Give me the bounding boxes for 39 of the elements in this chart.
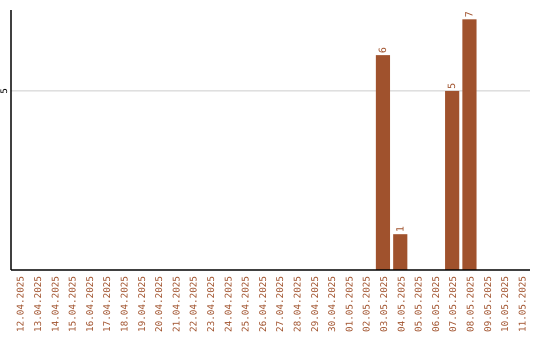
x-tick-label: 07.05.2025 bbox=[448, 276, 460, 332]
x-tick-label: 06.05.2025 bbox=[430, 276, 442, 332]
x-tick-label: 20.04.2025 bbox=[154, 276, 166, 332]
bar bbox=[376, 55, 390, 270]
x-tick-label: 08.05.2025 bbox=[465, 276, 476, 332]
x-tick-label: 25.04.2025 bbox=[240, 276, 252, 332]
x-tick-label: 15.04.2025 bbox=[68, 276, 79, 332]
x-tick-label: 17.04.2025 bbox=[102, 276, 114, 332]
x-tick-label: 28.04.2025 bbox=[292, 276, 304, 332]
x-tick-label: 26.04.2025 bbox=[258, 276, 269, 332]
x-tick-label: 24.04.2025 bbox=[223, 276, 234, 332]
data-label: 5 bbox=[447, 82, 458, 89]
x-tick-label: 12.04.2025 bbox=[16, 276, 27, 332]
x-tick-label: 16.04.2025 bbox=[84, 276, 96, 332]
x-tick-label: 29.04.2025 bbox=[310, 276, 321, 332]
x-tick-label: 27.04.2025 bbox=[275, 276, 286, 332]
x-tick-label: 19.04.2025 bbox=[136, 276, 148, 332]
x-tick-label: 09.05.2025 bbox=[482, 276, 494, 332]
x-tick-label: 10.05.2025 bbox=[500, 276, 512, 332]
x-tick-label: 05.05.2025 bbox=[414, 276, 425, 332]
data-label: 7 bbox=[464, 11, 476, 18]
x-tick-label: 11.05.2025 bbox=[517, 276, 528, 332]
x-tick-label: 03.05.2025 bbox=[378, 276, 390, 332]
ref-line-label: 5 bbox=[0, 88, 10, 94]
x-tick-label: 22.04.2025 bbox=[188, 276, 200, 332]
bar bbox=[445, 90, 460, 270]
x-tick-label: 02.05.2025 bbox=[362, 276, 373, 332]
x-tick-label: 18.04.2025 bbox=[119, 276, 130, 332]
bar bbox=[393, 234, 408, 270]
x-tick-label: 14.04.2025 bbox=[50, 276, 62, 332]
x-tick-label: 13.04.2025 bbox=[32, 276, 44, 332]
x-tick-label: 30.04.2025 bbox=[327, 276, 338, 332]
x-tick-label: 21.04.2025 bbox=[171, 276, 182, 332]
x-tick-label: 23.04.2025 bbox=[206, 276, 217, 332]
data-label: 6 bbox=[378, 47, 389, 54]
bar bbox=[462, 19, 477, 270]
x-tick-label: 04.05.2025 bbox=[396, 276, 408, 332]
data-label: 1 bbox=[395, 226, 406, 232]
x-tick-label: 01.05.2025 bbox=[344, 276, 356, 332]
